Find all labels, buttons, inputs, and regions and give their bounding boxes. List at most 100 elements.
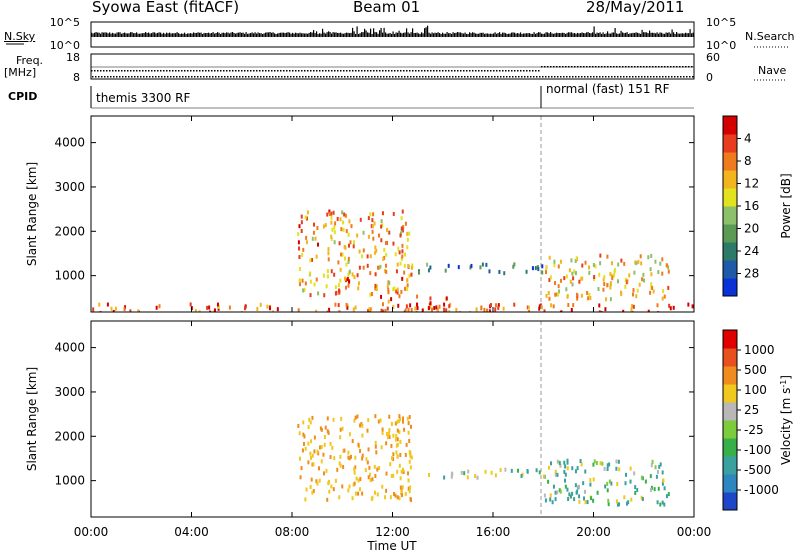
heatmap-cell bbox=[304, 497, 307, 502]
heatmap-cell bbox=[553, 263, 556, 268]
heatmap-cell bbox=[369, 478, 372, 483]
heatmap-cell bbox=[600, 310, 603, 312]
heatmap-cell bbox=[626, 501, 629, 506]
heatmap-cell bbox=[568, 492, 571, 497]
heatmap-cell bbox=[571, 271, 574, 276]
heatmap-cell bbox=[390, 421, 393, 426]
heatmap-cell bbox=[550, 461, 553, 466]
heatmap-cell bbox=[302, 420, 305, 425]
heatmap-cell bbox=[298, 224, 301, 229]
heatmap-cell bbox=[309, 279, 312, 284]
heatmap-cell bbox=[300, 214, 303, 219]
heatmap-cell bbox=[317, 466, 320, 471]
heatmap-cell bbox=[395, 434, 398, 439]
heatmap-cell bbox=[620, 292, 623, 297]
heatmap-cell bbox=[497, 303, 500, 308]
colorbar-swatch bbox=[723, 384, 737, 403]
heatmap-cell bbox=[402, 469, 405, 474]
heatmap-cell bbox=[554, 469, 557, 474]
colorbar-swatch bbox=[723, 402, 737, 421]
heatmap-cell bbox=[344, 213, 347, 218]
heatmap-cell bbox=[559, 278, 562, 283]
heatmap-cell bbox=[371, 477, 374, 482]
heatmap-cell bbox=[350, 224, 353, 229]
heatmap-cell bbox=[580, 462, 583, 467]
heatmap-cell bbox=[624, 481, 627, 486]
heatmap-cell bbox=[578, 499, 581, 504]
heatmap-cell bbox=[331, 445, 334, 450]
heatmap-cell bbox=[554, 472, 557, 477]
heatmap-cell bbox=[361, 456, 364, 461]
heatmap-cell bbox=[343, 212, 346, 217]
heatmap-cell bbox=[575, 490, 578, 495]
heatmap-cell bbox=[414, 306, 417, 311]
heatmap-cell bbox=[584, 260, 587, 265]
heatmap-cell bbox=[401, 228, 404, 233]
heatmap-cell bbox=[651, 285, 654, 290]
heatmap-cell bbox=[360, 421, 363, 426]
heatmap-cell bbox=[470, 263, 473, 268]
heatmap-cell bbox=[303, 287, 306, 292]
freq-label: Freq. bbox=[16, 54, 44, 67]
heatmap-cell bbox=[297, 423, 300, 428]
heatmap-cell bbox=[338, 289, 341, 294]
heatmap-cell bbox=[327, 481, 330, 486]
heatmap-cell bbox=[331, 227, 334, 232]
heatmap-cell bbox=[334, 285, 337, 290]
heatmap-cell bbox=[547, 291, 550, 296]
heatmap-cell bbox=[398, 463, 401, 468]
heatmap-cell bbox=[386, 284, 389, 289]
heatmap-cell bbox=[392, 287, 395, 292]
heatmap-cell bbox=[593, 274, 596, 279]
heatmap-cell bbox=[298, 255, 301, 260]
heatmap-cell bbox=[306, 210, 309, 215]
heatmap-cell bbox=[545, 265, 548, 270]
heatmap-cell bbox=[476, 475, 479, 480]
heatmap-cell bbox=[403, 427, 406, 432]
heatmap-cell bbox=[421, 308, 424, 312]
heatmap-cell bbox=[607, 502, 610, 507]
heatmap-cell bbox=[381, 309, 384, 312]
heatmap-cell bbox=[355, 476, 358, 481]
heatmap-cell bbox=[333, 230, 336, 235]
heatmap-cell bbox=[569, 279, 572, 284]
heatmap-cell bbox=[339, 217, 342, 222]
heatmap-cell bbox=[309, 293, 312, 298]
heatmap-cell bbox=[388, 230, 391, 235]
heatmap-cell bbox=[445, 308, 448, 312]
heatmap-cell bbox=[359, 423, 362, 428]
heatmap-cell bbox=[330, 220, 333, 225]
heatmap-cell bbox=[304, 281, 307, 286]
heatmap-cell bbox=[604, 484, 607, 489]
heatmap-cell bbox=[347, 455, 350, 460]
heatmap-cell bbox=[520, 474, 523, 479]
noise-panel: 10^5 10^0 10^5 10^0 bbox=[6, 16, 790, 52]
heatmap-cell bbox=[310, 455, 313, 460]
heatmap-cell bbox=[559, 259, 562, 264]
heatmap-cell bbox=[380, 294, 383, 299]
heatmap-cell bbox=[565, 287, 568, 292]
heatmap-cell bbox=[615, 466, 618, 471]
heatmap-cell bbox=[672, 305, 675, 310]
heatmap-cell bbox=[337, 260, 340, 265]
heatmap-cell bbox=[302, 432, 305, 437]
heatmap-cell bbox=[347, 259, 350, 264]
heatmap-cell bbox=[302, 441, 305, 446]
heatmap-cell bbox=[410, 455, 413, 460]
heatmap-cell bbox=[641, 497, 644, 502]
heatmap-cell bbox=[578, 494, 581, 499]
heatmap-cell bbox=[369, 472, 372, 477]
heatmap-cell bbox=[392, 473, 395, 478]
heatmap-cell bbox=[396, 428, 399, 433]
heatmap-cell bbox=[556, 459, 559, 464]
heatmap-cell bbox=[298, 282, 301, 287]
heatmap-cell bbox=[650, 485, 653, 490]
heatmap-cell bbox=[603, 275, 606, 280]
colorbar-swatch bbox=[723, 492, 737, 511]
heatmap-cell bbox=[638, 282, 641, 287]
heatmap-cell bbox=[334, 221, 337, 226]
heatmap-cell bbox=[396, 287, 399, 292]
heatmap-cell bbox=[377, 419, 380, 424]
heatmap-cell bbox=[332, 487, 335, 492]
colorbar-tick-label: -1000 bbox=[744, 483, 779, 497]
